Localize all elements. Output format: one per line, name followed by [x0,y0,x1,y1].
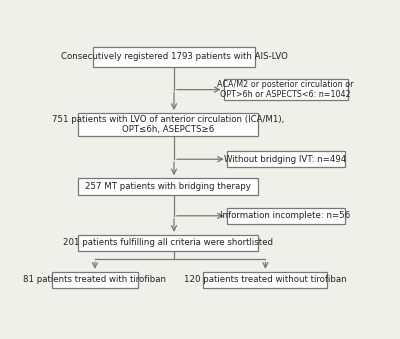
FancyBboxPatch shape [78,113,258,136]
Text: 201 patients fulfilling all criteria were shortlisted: 201 patients fulfilling all criteria wer… [63,238,273,247]
FancyBboxPatch shape [204,272,328,288]
Text: ACA/M2 or posterior circulation or
OPT>6h or ASPECTS<6: n=1042: ACA/M2 or posterior circulation or OPT>6… [217,80,354,99]
Text: 751 patients with LVO of anterior circulation (ICA/M1),
OPT≤6h, ASEPCTS≥6: 751 patients with LVO of anterior circul… [52,115,284,134]
Text: Consecutively registered 1793 patients with AIS-LVO: Consecutively registered 1793 patients w… [60,53,288,61]
Text: 81 patients treated with tirofiban: 81 patients treated with tirofiban [24,276,166,284]
Text: 257 MT patients with bridging therapy: 257 MT patients with bridging therapy [85,182,251,191]
FancyBboxPatch shape [78,235,258,251]
FancyBboxPatch shape [227,151,344,167]
Text: Without bridging IVT: n=494: Without bridging IVT: n=494 [224,155,347,164]
FancyBboxPatch shape [94,47,255,67]
FancyBboxPatch shape [224,79,348,100]
FancyBboxPatch shape [227,207,344,224]
Text: Information incomplete: n=56: Information incomplete: n=56 [220,211,351,220]
FancyBboxPatch shape [52,272,138,288]
Text: 120 patients treated without tirofiban: 120 patients treated without tirofiban [184,276,347,284]
FancyBboxPatch shape [78,178,258,195]
